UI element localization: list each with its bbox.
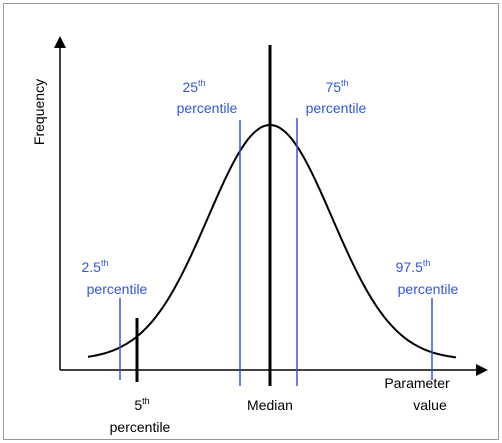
distribution-curve bbox=[87, 123, 457, 359]
suffix: th bbox=[423, 258, 431, 268]
label-word: percentile bbox=[177, 100, 238, 116]
label-word: percentile bbox=[398, 281, 459, 297]
suffix: th bbox=[142, 396, 150, 406]
suffix: th bbox=[198, 78, 206, 88]
number: 5 bbox=[134, 397, 142, 413]
label-number: 2.5th bbox=[82, 258, 109, 275]
number: 2.5 bbox=[82, 259, 102, 275]
number: 75 bbox=[325, 79, 341, 95]
label-number: 75th bbox=[325, 78, 348, 95]
suffix: th bbox=[341, 78, 349, 88]
median-label: Median bbox=[247, 397, 293, 413]
label-number: 5th bbox=[134, 396, 149, 413]
suffix: th bbox=[101, 258, 109, 268]
label-number: 97.5th bbox=[396, 258, 431, 275]
frame bbox=[3, 3, 499, 440]
x-label: value bbox=[413, 397, 447, 413]
p97-5-label: 97.5th percentile bbox=[396, 258, 459, 297]
y-label: Frequency bbox=[31, 79, 47, 145]
label-word: percentile bbox=[110, 419, 171, 435]
number: 25 bbox=[182, 79, 198, 95]
p2-5-label: 2.5th percentile bbox=[82, 258, 148, 297]
label-word: percentile bbox=[87, 281, 148, 297]
p25-label: 25th percentile bbox=[177, 78, 238, 116]
number: 97.5 bbox=[396, 259, 423, 275]
p75-label: 75th percentile bbox=[306, 78, 367, 116]
label-word: percentile bbox=[306, 100, 367, 116]
label-number: 25th bbox=[182, 78, 205, 95]
p5-label: 5th percentile bbox=[110, 396, 171, 435]
x-label: Parameter bbox=[384, 375, 450, 391]
